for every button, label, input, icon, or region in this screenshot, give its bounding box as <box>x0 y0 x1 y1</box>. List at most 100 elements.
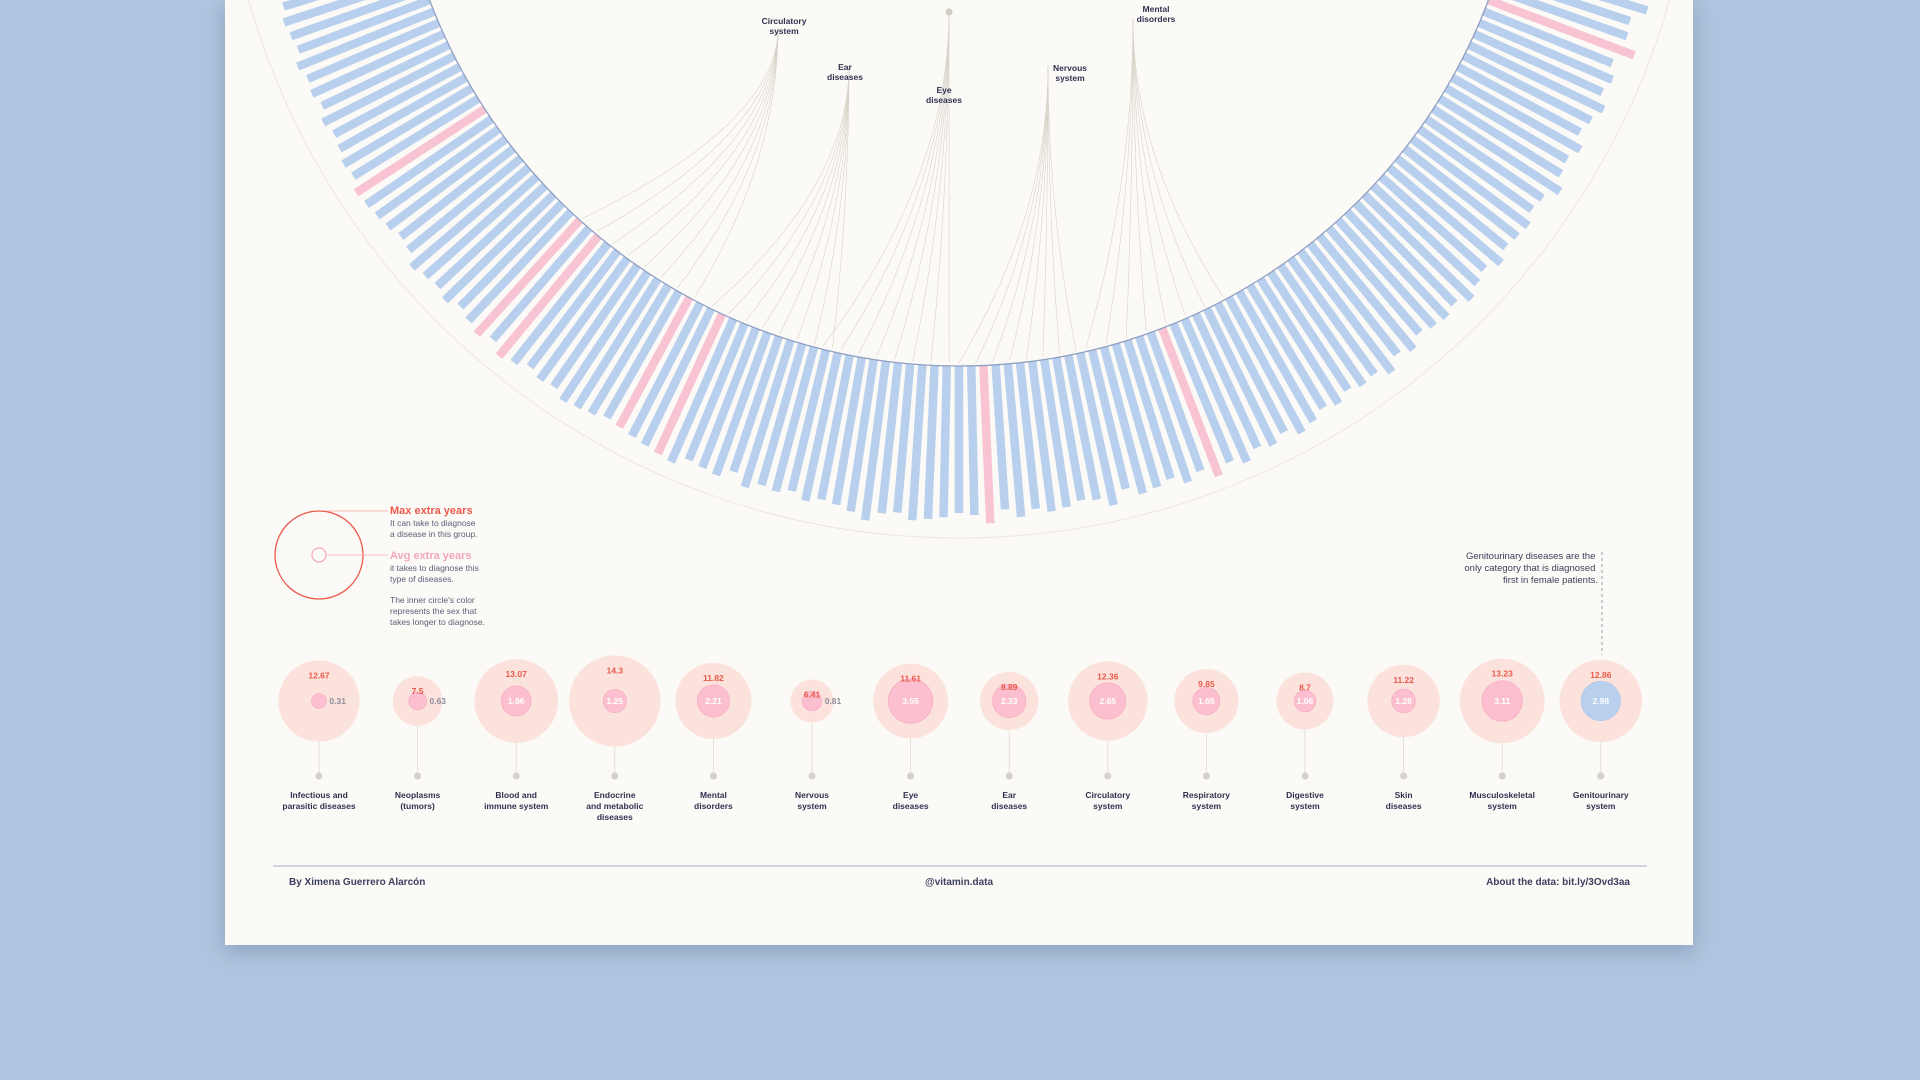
radial-bar <box>282 0 366 27</box>
category-label-line: disorders <box>694 801 733 811</box>
tree-line <box>694 27 779 298</box>
branch-label-line: disorders <box>1137 14 1176 24</box>
annotation-line: only category that is diagnosed <box>1464 563 1595 574</box>
radial-bar <box>1477 18 1615 84</box>
radial-bar <box>1297 248 1396 375</box>
category-label-line: Eye <box>903 790 918 800</box>
category-label-line: diseases <box>991 801 1027 811</box>
category-label: Nervous system <box>795 790 829 811</box>
radial-bar <box>1344 208 1450 321</box>
bubble-dot <box>907 772 915 780</box>
tree-line <box>912 11 950 362</box>
max-value-label: 9.85 <box>1198 679 1215 689</box>
max-value-label: 7.5 <box>412 686 424 696</box>
category-label: Digestive system <box>1286 790 1324 811</box>
category-bubbles: 12.67 0.31 Infectious and parasitic disease… <box>278 655 1643 822</box>
radial-bar <box>1416 125 1535 213</box>
category-bubble: 11.61 3.55 Eye diseases <box>873 663 949 811</box>
radial-bar <box>573 276 662 410</box>
bubble-dot <box>1498 772 1506 780</box>
radial-bar <box>966 365 979 516</box>
category-bubble: 13.07 1.96 Blood and immune system <box>474 659 559 811</box>
tree-line <box>840 11 950 351</box>
max-value-label: 13.23 <box>1492 669 1514 679</box>
legend: Max extra years It can take to diagnose … <box>274 505 485 627</box>
avg-circle <box>1089 682 1127 720</box>
bubble-dot <box>1202 772 1210 780</box>
radial-bar <box>1287 256 1378 377</box>
radial-bar <box>1352 200 1458 307</box>
radial-bar <box>321 52 457 127</box>
tree-line <box>975 65 1049 363</box>
tree-line <box>1132 17 1224 298</box>
legend-inner-desc: The inner circle's color represents the … <box>390 595 485 627</box>
radial-bar <box>908 364 927 521</box>
category-label: Musculoskeletal system <box>1469 790 1535 811</box>
category-label-line: system <box>1192 801 1222 811</box>
genitourinary-annotation: Genitourinary diseases are the only cate… <box>1464 551 1603 655</box>
radial-bar <box>1467 41 1606 114</box>
avg-circle <box>408 691 427 711</box>
radial-bar <box>457 200 566 310</box>
legend-avg-desc-line: type of diseases. <box>390 574 454 584</box>
category-label: Endocrine and metabolic diseases <box>586 790 643 822</box>
radial-bar <box>305 18 441 83</box>
radial-bar <box>1461 52 1593 125</box>
radial-bar <box>526 248 621 370</box>
avg-value-label: 2.98 <box>1593 696 1610 706</box>
tree-line <box>677 27 779 288</box>
branch-label-ear: Ear diseases <box>827 62 863 82</box>
radial-bar <box>1052 356 1086 501</box>
radial-bar <box>310 30 446 98</box>
category-label: Respiratory system <box>1183 790 1231 811</box>
radial-bar <box>1088 349 1130 490</box>
category-label-line: system <box>1488 801 1518 811</box>
category-label-line: Musculoskeletal <box>1469 790 1535 800</box>
category-bubble: 9.85 1.65 Respiratory system <box>1174 668 1239 811</box>
branch-label-line: Eye <box>936 85 951 95</box>
radial-bar <box>771 346 819 493</box>
category-label-line: (tumors) <box>400 801 435 811</box>
radial-bar <box>1027 360 1056 512</box>
category-label-line: Ear <box>1002 790 1016 800</box>
radial-bar <box>939 365 952 518</box>
bubble-dot <box>1104 772 1112 780</box>
category-bubble: 11.82 2.21 Mental disorders <box>675 662 752 811</box>
category-label-line: Circulatory <box>1085 790 1130 800</box>
tree-line <box>876 11 950 358</box>
category-bubble: 14.3 1.25 Endocrine and metabolic diseases <box>569 655 661 822</box>
radial-bar <box>550 263 641 390</box>
tree-line <box>930 11 950 363</box>
max-value-label: 6.41 <box>804 689 821 699</box>
radial-bar <box>757 342 807 487</box>
avg-value-label: 0.63 <box>429 696 446 706</box>
radial-bar <box>1235 289 1317 424</box>
radial-bar <box>406 154 524 254</box>
radial-bar <box>409 164 532 271</box>
bubble-dot <box>414 772 422 780</box>
category-label-line: Genitourinary <box>1573 790 1629 800</box>
branch-label-line: Ear <box>838 62 852 72</box>
tree-line <box>992 65 1049 363</box>
tree-line <box>1125 17 1134 338</box>
radial-bar <box>510 241 612 366</box>
max-value-label: 11.82 <box>703 673 724 683</box>
category-label-line: system <box>1290 801 1320 811</box>
legend-inner-desc-line: takes longer to diagnose. <box>390 617 485 627</box>
bubble-dot <box>1400 772 1408 780</box>
radial-bars <box>282 0 1649 524</box>
category-label-line: Mental <box>700 790 727 800</box>
avg-circle <box>602 688 627 714</box>
radial-bar <box>1361 191 1475 302</box>
avg-value-label: 2.21 <box>705 696 722 706</box>
avg-circle <box>1391 688 1416 714</box>
tree-line <box>582 27 779 219</box>
bubble-dot <box>1597 772 1605 780</box>
radial-bar <box>1111 342 1162 489</box>
radial-bar <box>1203 306 1278 447</box>
category-bubble: 12.67 0.31 Infectious and parasitic disease… <box>278 660 360 811</box>
radial-bar <box>787 349 830 492</box>
infographic-canvas: Circulatory system Ear diseases Eye diseases N… <box>248 0 1670 888</box>
category-bubble: 8.7 1.06 Digestive system <box>1276 672 1334 811</box>
